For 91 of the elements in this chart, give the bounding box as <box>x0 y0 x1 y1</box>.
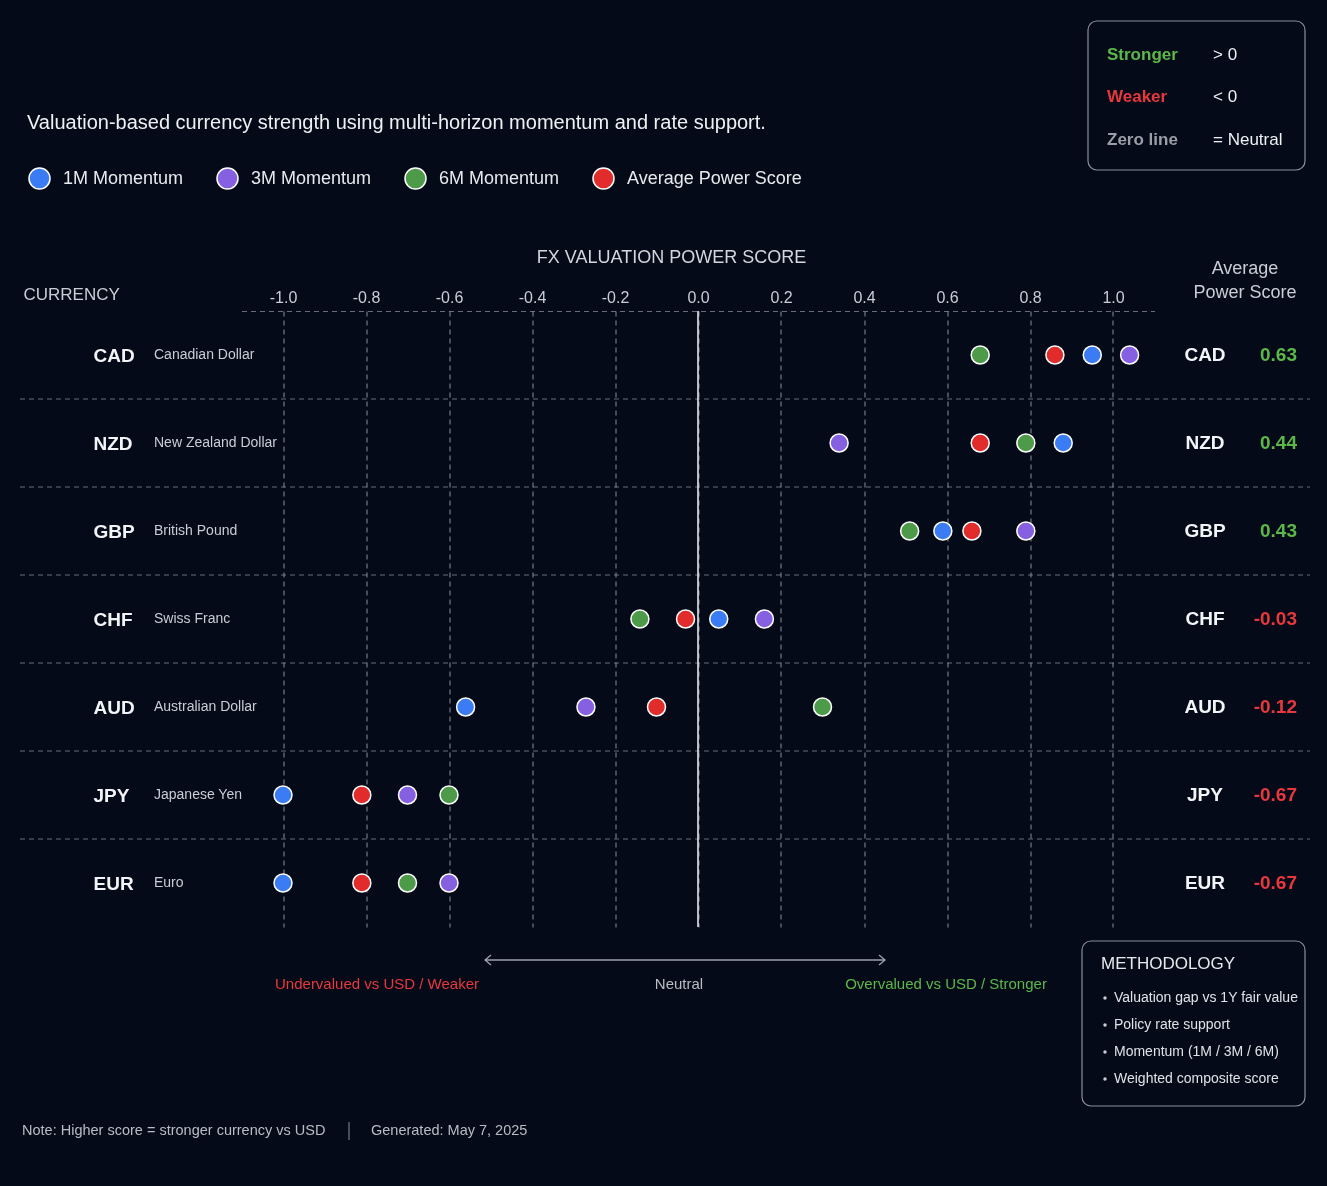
y-tick-label: GBP <box>93 520 135 542</box>
point <box>675 609 696 629</box>
x-tick-label: 0.6 <box>936 288 959 306</box>
point <box>812 697 833 717</box>
point <box>646 697 667 717</box>
text: Policy rate support <box>1114 1016 1231 1032</box>
point <box>970 433 990 453</box>
data-label: -0.67 <box>1253 784 1297 805</box>
annotation: Australian Dollar <box>154 698 258 714</box>
annotation: Canadian Dollar <box>154 346 255 362</box>
point <box>899 521 920 541</box>
text: Weighted composite score <box>1114 1070 1279 1086</box>
category-label: CHF <box>1185 608 1225 629</box>
text: Stronger <box>1107 45 1179 64</box>
text: Average Power Score <box>1193 258 1297 302</box>
text: Overvalued vs USD / Stronger <box>845 975 1047 992</box>
y-tick-label: CHF <box>93 608 133 630</box>
text: Weaker <box>1107 87 1168 106</box>
legend-label: Average Power Score <box>627 167 802 188</box>
text: < 0 <box>1213 87 1238 106</box>
category-label: CAD <box>1184 344 1226 365</box>
data-label: -0.12 <box>1253 696 1297 717</box>
point <box>970 345 990 365</box>
chart-title: Valuation-based currency strength using multi-horizon momentum and rate support. <box>27 111 766 133</box>
y-tick-label: CAD <box>93 344 135 366</box>
x-tick-label: -0.8 <box>352 288 381 306</box>
text: Japanese Yen <box>154 786 242 802</box>
category-label: EUR <box>1184 872 1226 893</box>
category-label: JPY <box>1187 784 1224 805</box>
category-label: NZD <box>1185 432 1225 453</box>
data-label: -0.67 <box>1253 872 1297 893</box>
x-tick-label: 1.0 <box>1102 288 1125 306</box>
point <box>273 785 293 805</box>
point <box>397 785 418 805</box>
point <box>1082 345 1102 365</box>
text: Valuation gap vs 1Y fair value <box>1114 989 1299 1005</box>
y-axis-title: CURRENCY <box>23 284 120 304</box>
text: Swiss Franc <box>154 610 231 626</box>
category-label: AUD <box>1184 696 1226 717</box>
point <box>709 609 729 629</box>
data-label: 0.43 <box>1260 520 1297 541</box>
point <box>1119 345 1140 365</box>
text: Generated: May 7, 2025 <box>371 1122 528 1138</box>
data-label: 0.44 <box>1260 432 1298 453</box>
text: Euro <box>154 874 184 890</box>
point <box>1016 521 1036 541</box>
annotation: New Zealand Dollar <box>154 434 278 450</box>
legend-label: 6M Momentum <box>439 167 560 188</box>
data-label: 0.63 <box>1260 344 1297 365</box>
point <box>352 873 372 893</box>
point <box>933 521 953 541</box>
x-tick-label: -0.2 <box>601 288 630 306</box>
text: > 0 <box>1213 45 1238 64</box>
category-label: GBP <box>1184 520 1226 541</box>
point <box>455 697 476 717</box>
legend-label: 3M Momentum <box>251 167 372 188</box>
point <box>1053 433 1073 453</box>
text: Neutral <box>654 975 704 992</box>
point <box>352 785 372 805</box>
text: British Pound <box>154 522 238 538</box>
point <box>1016 433 1036 453</box>
point <box>576 697 596 717</box>
x-tick-label: -0.4 <box>518 288 547 306</box>
x-tick-label: 0.2 <box>770 288 793 306</box>
point <box>829 433 849 453</box>
point <box>630 609 650 629</box>
text: Zero line <box>1107 130 1178 149</box>
point <box>273 873 293 893</box>
text: Note: Higher score = stronger currency vs USD <box>22 1122 326 1138</box>
data-label: -0.03 <box>1253 608 1297 629</box>
x-tick-label: 0.8 <box>1019 288 1042 306</box>
y-tick-label: AUD <box>93 696 135 718</box>
text: = Neutral <box>1213 130 1283 149</box>
text: Momentum (1M / 3M / 6M) <box>1114 1043 1279 1059</box>
y-tick-label: EUR <box>93 872 134 894</box>
point <box>962 521 982 541</box>
point <box>439 785 459 805</box>
x-axis-title: FX VALUATION POWER SCORE <box>536 246 807 267</box>
text: Undervalued vs USD / Weaker <box>275 975 479 992</box>
x-tick-label: 0.4 <box>853 288 876 306</box>
legend-label: 1M Momentum <box>63 167 184 188</box>
y-tick-label: JPY <box>93 784 130 806</box>
x-tick-label: 0.0 <box>687 288 710 306</box>
point <box>439 873 459 893</box>
x-tick-label: -0.6 <box>435 288 464 306</box>
text: METHODOLOGY <box>1101 954 1236 973</box>
y-tick-label: NZD <box>93 432 133 454</box>
x-tick-label: -1.0 <box>269 288 298 306</box>
point <box>754 609 775 629</box>
point <box>397 873 418 893</box>
point <box>1045 345 1065 365</box>
